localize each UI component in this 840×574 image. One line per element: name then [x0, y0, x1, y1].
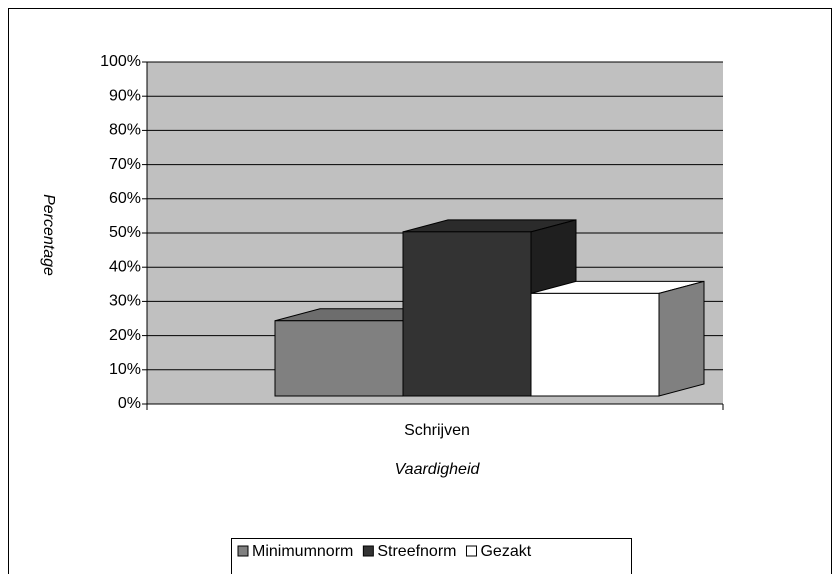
legend-swatch — [362, 545, 374, 557]
y-tick-label: 100% — [100, 53, 141, 70]
legend-swatch — [237, 545, 249, 557]
y-tick-label: 60% — [109, 190, 141, 207]
y-tick-label: 70% — [109, 156, 141, 173]
legend-label: Gezakt — [480, 543, 531, 560]
bar — [530, 292, 660, 397]
bar-side — [658, 280, 705, 397]
legend-label: Streefnorm — [377, 543, 456, 560]
bar — [402, 231, 532, 397]
legend-label: Minimumnorm — [252, 543, 353, 560]
x-axis-label: Vaardigheid — [395, 461, 481, 478]
x-tick-label: Schrijven — [404, 422, 470, 439]
y-axis-label: Percentage — [40, 194, 57, 276]
legend — [231, 538, 632, 574]
y-tick-label: 50% — [109, 224, 141, 241]
y-tick-label: 20% — [109, 327, 141, 344]
y-tick-label: 80% — [109, 122, 141, 139]
bar — [274, 320, 404, 397]
y-tick-label: 10% — [109, 361, 141, 378]
y-tick-label: 0% — [118, 395, 141, 412]
legend-swatch — [465, 545, 477, 557]
y-tick-label: 90% — [109, 87, 141, 104]
y-tick-label: 30% — [109, 293, 141, 310]
y-tick-label: 40% — [109, 258, 141, 275]
